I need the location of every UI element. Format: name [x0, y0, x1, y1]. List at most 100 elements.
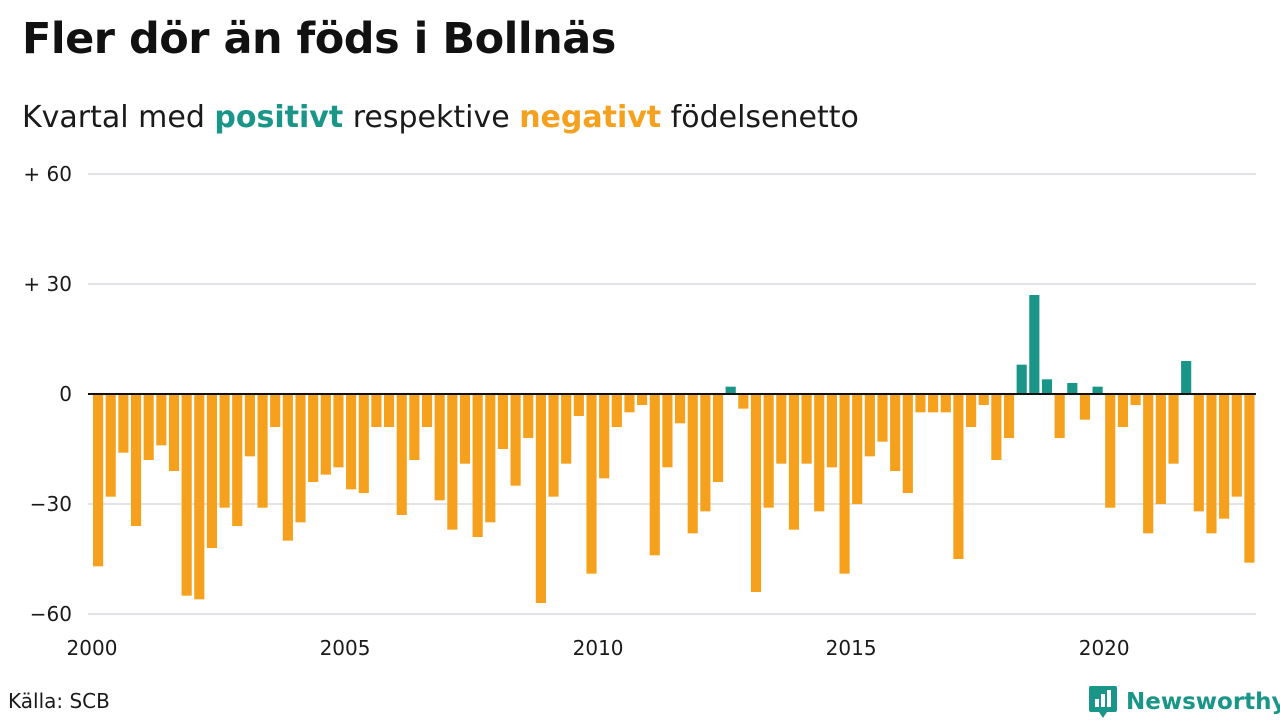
- bar: [396, 394, 407, 515]
- x-tick-label: 2015: [826, 636, 877, 660]
- bar: [371, 394, 382, 427]
- bar: [877, 394, 888, 442]
- bar: [991, 394, 1002, 460]
- bar: [978, 394, 989, 405]
- y-tick-label: −60: [30, 602, 72, 626]
- chart-title: Fler dör än föds i Bollnäs: [22, 14, 616, 64]
- bar: [788, 394, 800, 530]
- bar: [206, 394, 218, 548]
- bar: [434, 394, 445, 501]
- bar: [902, 394, 913, 493]
- bar: [1143, 394, 1154, 534]
- bar: [1155, 394, 1166, 504]
- bar: [118, 394, 129, 453]
- bar: [1231, 394, 1242, 497]
- x-tick-label: 2000: [67, 636, 118, 660]
- bar: [561, 394, 572, 464]
- bar: [548, 394, 559, 497]
- subtitle-positive-keyword: positivt: [214, 100, 344, 135]
- bar: [801, 394, 812, 464]
- bar: [712, 394, 724, 482]
- bar: [244, 394, 255, 457]
- bar: [1041, 379, 1053, 394]
- bar: [1117, 394, 1128, 427]
- bar: [1244, 394, 1255, 563]
- x-tick-label: 2020: [1079, 636, 1130, 660]
- bar: [1130, 394, 1141, 405]
- bar: [814, 394, 825, 512]
- bar: [649, 394, 660, 556]
- bar: [928, 394, 939, 413]
- bar: [852, 394, 863, 504]
- bar: [1206, 394, 1217, 534]
- bar: [143, 394, 154, 460]
- bar: [257, 394, 268, 508]
- bar: [535, 394, 546, 603]
- bar: [1219, 394, 1230, 519]
- bar: [624, 394, 635, 413]
- bar: [586, 394, 597, 574]
- bar: [510, 394, 521, 486]
- bar: [864, 394, 875, 457]
- source-note: Källa: SCB: [8, 689, 110, 713]
- bar: [156, 394, 167, 446]
- y-tick-label: 0: [59, 382, 72, 406]
- bar: [485, 394, 496, 523]
- bar: [1105, 394, 1116, 508]
- bar: [320, 394, 331, 475]
- x-tick-label: 2010: [573, 636, 624, 660]
- bar: [93, 394, 104, 567]
- bar: [232, 394, 243, 526]
- bar: [308, 394, 319, 482]
- y-tick-label: + 30: [23, 272, 72, 296]
- bar: [523, 394, 534, 438]
- bar: [282, 394, 293, 541]
- bar: [1029, 295, 1040, 394]
- bar: [1016, 364, 1027, 394]
- bar: [662, 394, 673, 468]
- newsworthy-logo: Newsworthy: [1088, 684, 1280, 720]
- bar: [738, 394, 749, 409]
- bar: [763, 394, 774, 508]
- bar: [1092, 386, 1103, 394]
- bar: [1168, 394, 1179, 464]
- bar: [447, 394, 458, 530]
- bar: [497, 394, 509, 449]
- bar: [1079, 394, 1091, 420]
- gridlines: [88, 173, 1256, 615]
- bar: [599, 394, 610, 479]
- chart-subtitle: Kvartal med positivt respektive negativt…: [22, 100, 859, 135]
- bar: [333, 394, 344, 468]
- bar: [573, 394, 584, 416]
- bar: [966, 394, 977, 427]
- bar: [839, 394, 850, 574]
- subtitle-text-before: Kvartal med: [22, 100, 215, 135]
- brand-name: Newsworthy: [1126, 689, 1280, 715]
- bar: [953, 394, 964, 559]
- newsworthy-chart-bubble-icon: [1089, 686, 1117, 718]
- subtitle-negative-keyword: negativt: [519, 100, 662, 135]
- bar: [725, 386, 736, 394]
- bar: [409, 394, 420, 460]
- bar: [1193, 394, 1204, 512]
- x-tick-label: 2005: [320, 636, 371, 660]
- bar: [776, 394, 787, 464]
- bar: [750, 394, 762, 592]
- bar: [826, 394, 837, 468]
- bar: [1003, 394, 1015, 438]
- bar: [611, 394, 622, 427]
- bar: [358, 394, 369, 493]
- subtitle-text-middle: respektive: [343, 100, 520, 135]
- y-tick-label: −30: [30, 492, 72, 516]
- bar: [295, 394, 306, 523]
- bar: [1181, 361, 1192, 394]
- bar: [940, 394, 951, 413]
- bar: [194, 394, 205, 600]
- bar: [700, 394, 711, 512]
- bar: [384, 394, 395, 427]
- bar: [915, 394, 926, 413]
- bar: [168, 394, 180, 471]
- bar: [472, 394, 483, 537]
- bar: [421, 394, 433, 427]
